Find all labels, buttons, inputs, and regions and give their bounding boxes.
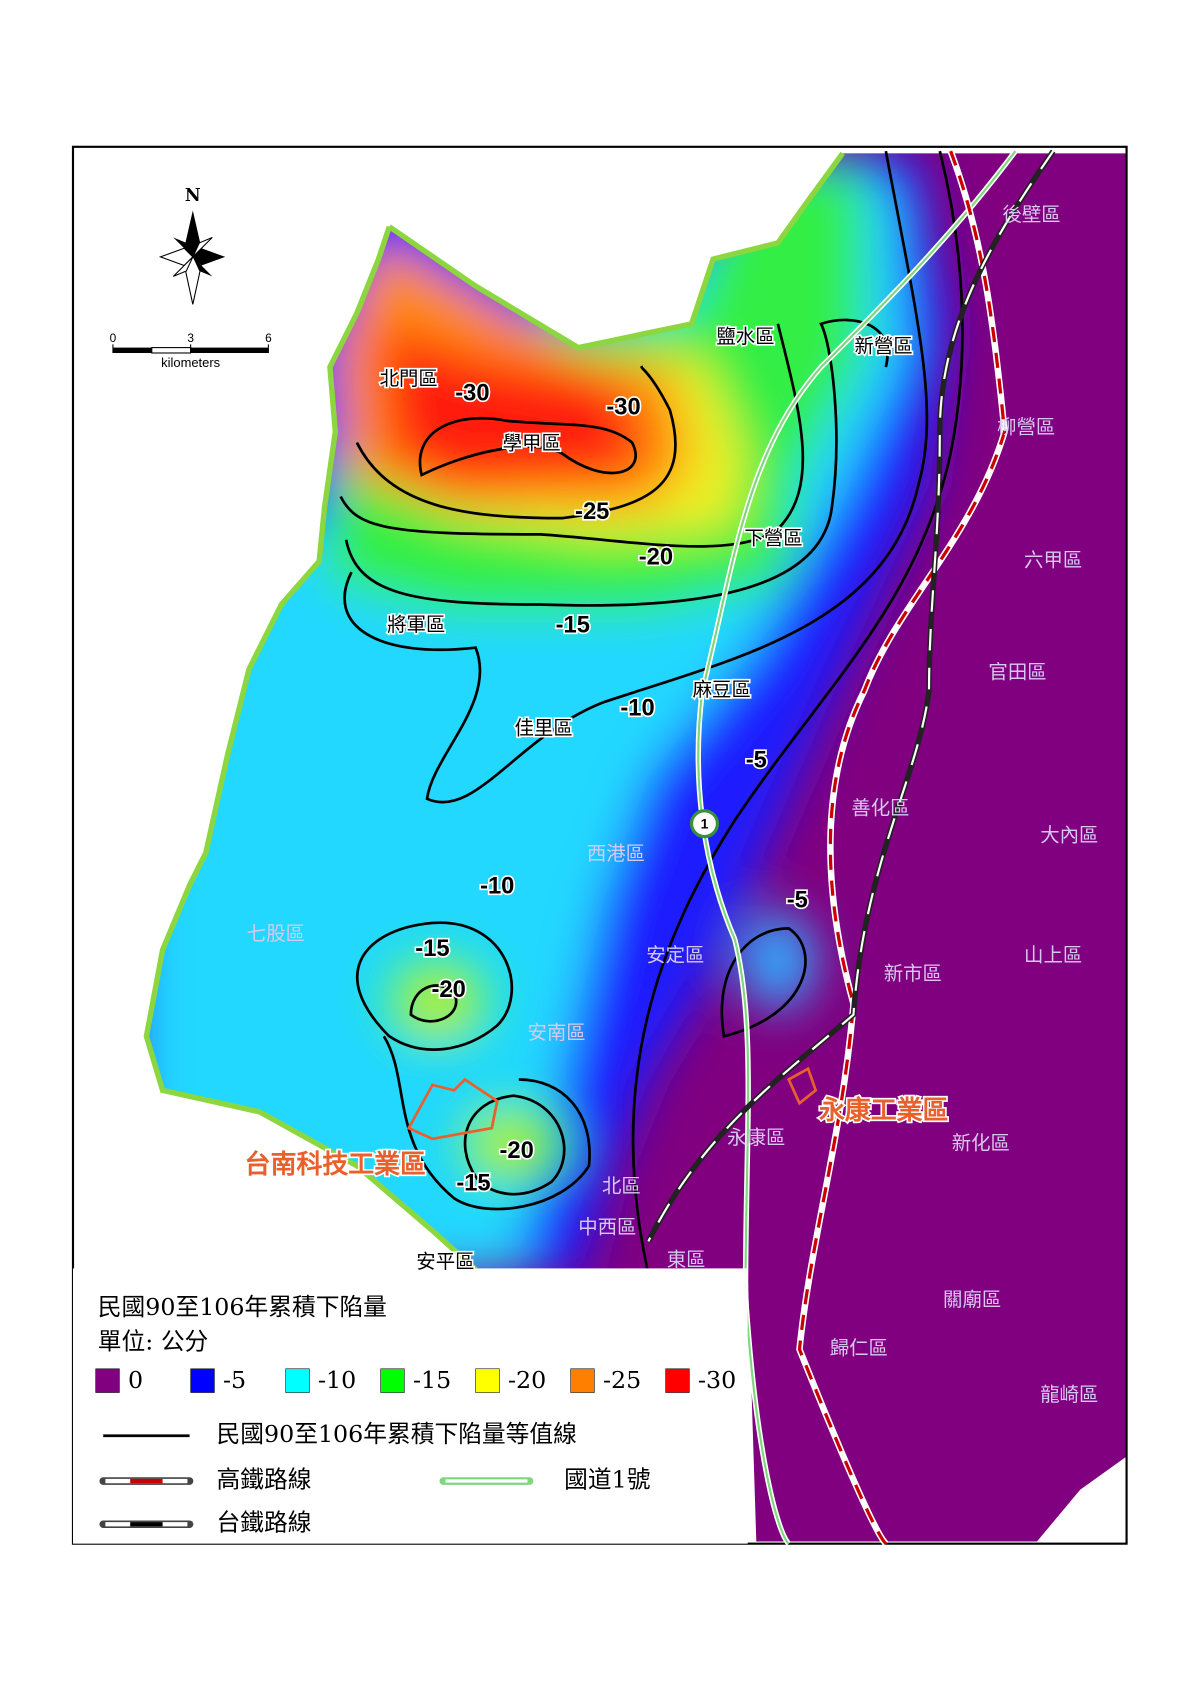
legend-class-label: -25 (603, 1366, 641, 1394)
district-label: 學甲區 (503, 432, 561, 455)
district-label: 新營區 (855, 335, 913, 358)
legend-swatch (285, 1368, 310, 1393)
legend (72, 1268, 748, 1544)
district-label: 鹽水區 (716, 325, 774, 348)
district-label: 安定區 (646, 943, 704, 966)
legend-class-label: 0 (128, 1366, 143, 1394)
contour-label: -20 (431, 977, 465, 1003)
district-label: 中西區 (578, 1215, 636, 1238)
district-label: 安平區 (416, 1250, 474, 1273)
freeway-shield (689, 809, 720, 839)
district-label: 北門區 (380, 367, 438, 390)
district-label: 永康區 (727, 1126, 785, 1149)
industrial-park-label: 永康工業區 (819, 1095, 948, 1126)
district-label: 六甲區 (1024, 548, 1082, 571)
railway (647, 150, 1055, 1242)
legend-class-label: -10 (318, 1366, 356, 1394)
legend-class-label: -15 (413, 1366, 451, 1394)
district-label: 歸仁區 (830, 1336, 888, 1359)
legend-line-label: 高鐵路線 (217, 1466, 312, 1494)
legend-unit: 單位: 公分 (98, 1327, 208, 1355)
contour-label: -30 (606, 394, 640, 420)
district-label: 七股區 (247, 922, 305, 945)
district-label: 將軍區 (387, 613, 445, 636)
scale-unit: kilometers (161, 355, 220, 370)
contour-label: -20 (639, 544, 673, 570)
legend-class-label: -20 (508, 1366, 546, 1394)
legend-swatch (665, 1368, 690, 1393)
compass-north: N (185, 186, 201, 206)
hsr-line (797, 150, 1007, 1545)
legend-class-label: -5 (223, 1366, 246, 1394)
contour-label: -15 (556, 612, 590, 638)
legend-line-label: 國道1號 (564, 1466, 650, 1494)
legend-swatch (380, 1368, 405, 1393)
district-label: 後壁區 (1002, 203, 1060, 226)
legend-swatch (570, 1368, 595, 1393)
scale-tick-label: 0 (110, 331, 117, 345)
district-label: 關廟區 (943, 1288, 1001, 1311)
district-label: 山上區 (1024, 943, 1082, 966)
district-label: 柳營區 (997, 416, 1055, 439)
scale-tick-label: 3 (187, 331, 194, 345)
park-boundary (786, 1066, 818, 1106)
district-label: 安南區 (527, 1021, 585, 1044)
legend-title: 民國90至106年累積下陷量 (98, 1293, 387, 1321)
contour-label: -30 (455, 380, 489, 406)
scale-tick-label: 6 (265, 331, 272, 345)
district-label: 西港區 (587, 842, 645, 865)
compass (158, 210, 226, 305)
legend-line-label: 民國90至106年累積下陷量等值線 (217, 1420, 577, 1448)
district-label: 官田區 (988, 661, 1046, 684)
legend-swatch (475, 1368, 500, 1393)
coastline (143, 225, 478, 1272)
district-label: 新化區 (952, 1131, 1010, 1154)
district-label: 新市區 (884, 962, 942, 985)
contour-label: -25 (575, 499, 609, 525)
district-label: 東區 (667, 1248, 706, 1271)
district-label: 下營區 (744, 527, 802, 550)
contour-label: -15 (415, 936, 449, 962)
contour-label: -10 (480, 874, 514, 900)
district-label: 善化區 (851, 797, 909, 820)
legend-class-label: -30 (698, 1366, 736, 1394)
district-label: 佳里區 (515, 717, 573, 740)
park-boundary (406, 1077, 499, 1141)
contour-label: -5 (746, 747, 767, 773)
legend-line-label: 台鐵路線 (217, 1509, 312, 1537)
coastline (387, 151, 845, 351)
freeway-number: 1 (701, 815, 709, 831)
district-label: 麻豆區 (693, 678, 751, 701)
legend-swatch (95, 1368, 120, 1393)
district-label: 大內區 (1040, 824, 1098, 847)
contour-label: -10 (620, 695, 654, 721)
district-label: 龍崎區 (1040, 1383, 1098, 1406)
contour-label: -20 (500, 1138, 534, 1164)
contour-lines (339, 150, 964, 1275)
district-label: 北區 (602, 1174, 641, 1197)
contour-label: -15 (456, 1170, 490, 1196)
contour-label: -5 (787, 888, 808, 914)
industrial-park-label: 台南科技工業區 (245, 1149, 426, 1180)
legend-swatch (190, 1368, 215, 1393)
